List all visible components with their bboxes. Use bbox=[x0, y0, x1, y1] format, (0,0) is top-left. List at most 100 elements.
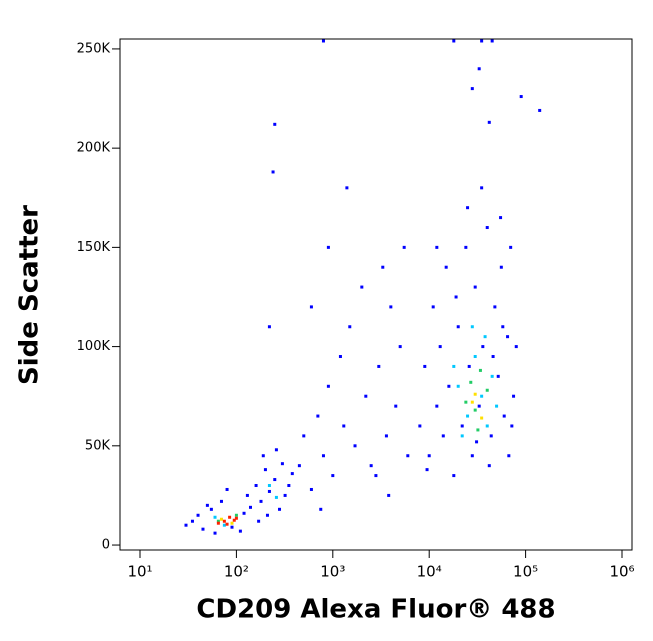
data-point bbox=[470, 400, 474, 404]
data-point bbox=[374, 474, 378, 478]
data-point bbox=[342, 424, 346, 428]
data-point bbox=[234, 513, 238, 517]
y-tick-label: 200K bbox=[77, 141, 111, 156]
x-tick-label: 10² bbox=[224, 563, 249, 581]
data-point bbox=[452, 364, 456, 368]
data-point bbox=[466, 414, 470, 418]
data-point bbox=[245, 493, 249, 497]
y-axis-title: Side Scatter bbox=[15, 205, 45, 385]
data-point bbox=[490, 39, 494, 43]
data-point bbox=[222, 519, 226, 523]
data-point bbox=[470, 87, 474, 91]
data-point bbox=[467, 364, 471, 368]
data-point bbox=[512, 394, 516, 398]
data-point bbox=[283, 493, 287, 497]
y-tick-label: 50K bbox=[85, 438, 111, 453]
data-point bbox=[280, 462, 284, 466]
x-tick-label: 10⁶ bbox=[609, 563, 634, 581]
data-point bbox=[427, 454, 431, 458]
data-point bbox=[234, 516, 238, 520]
data-point bbox=[495, 404, 499, 408]
data-point bbox=[480, 39, 484, 43]
data-point bbox=[261, 454, 265, 458]
data-point bbox=[254, 484, 258, 488]
data-point bbox=[196, 513, 200, 517]
data-point bbox=[369, 464, 373, 468]
data-point bbox=[514, 345, 518, 349]
data-point bbox=[225, 522, 229, 526]
data-point bbox=[321, 39, 325, 43]
data-point bbox=[257, 519, 261, 523]
data-point bbox=[496, 374, 500, 378]
data-point bbox=[381, 265, 385, 269]
data-point bbox=[456, 325, 460, 329]
data-point bbox=[456, 384, 460, 388]
data-point bbox=[480, 394, 484, 398]
data-point bbox=[438, 345, 442, 349]
data-point bbox=[473, 285, 477, 289]
data-point bbox=[213, 515, 217, 519]
data-point bbox=[460, 434, 464, 438]
data-point bbox=[473, 408, 477, 412]
data-point bbox=[452, 474, 456, 478]
data-point bbox=[418, 424, 422, 428]
data-point bbox=[259, 499, 263, 503]
data-point bbox=[499, 265, 503, 269]
data-point bbox=[444, 265, 448, 269]
data-point bbox=[477, 404, 481, 408]
data-point bbox=[435, 245, 439, 249]
data-point bbox=[384, 434, 388, 438]
data-point bbox=[271, 170, 275, 174]
data-point bbox=[321, 454, 325, 458]
data-point bbox=[485, 226, 489, 230]
data-point bbox=[326, 384, 330, 388]
data-point bbox=[402, 245, 406, 249]
data-point bbox=[290, 472, 294, 476]
data-point bbox=[499, 216, 503, 220]
x-tick-label: 10¹ bbox=[127, 563, 152, 581]
data-point bbox=[509, 245, 513, 249]
data-point bbox=[469, 380, 473, 384]
data-point bbox=[519, 95, 523, 99]
data-point bbox=[287, 484, 291, 488]
data-point bbox=[364, 394, 368, 398]
data-point bbox=[489, 434, 493, 438]
data-point bbox=[222, 523, 226, 527]
data-point bbox=[464, 245, 468, 249]
data-point bbox=[473, 392, 477, 396]
x-axis-title: CD209 Alexa Fluor® 488 bbox=[196, 595, 555, 625]
data-point bbox=[201, 527, 205, 531]
data-point bbox=[326, 245, 330, 249]
data-point bbox=[480, 186, 484, 190]
data-point bbox=[265, 513, 269, 517]
data-point bbox=[480, 416, 484, 420]
data-point bbox=[274, 495, 278, 499]
data-point bbox=[205, 503, 209, 507]
data-point bbox=[478, 368, 482, 372]
x-tick-label: 10³ bbox=[320, 563, 345, 581]
data-point bbox=[184, 523, 188, 527]
y-tick-label: 100K bbox=[77, 339, 111, 354]
data-point bbox=[485, 424, 489, 428]
data-point bbox=[263, 468, 267, 472]
data-point bbox=[348, 325, 352, 329]
data-point bbox=[331, 474, 335, 478]
data-point bbox=[232, 518, 236, 522]
data-point bbox=[238, 529, 242, 533]
data-point bbox=[441, 434, 445, 438]
data-point bbox=[481, 345, 485, 349]
data-point bbox=[219, 517, 223, 521]
data-point bbox=[274, 448, 278, 452]
data-point bbox=[228, 515, 232, 519]
data-point bbox=[297, 464, 301, 468]
data-point bbox=[267, 484, 271, 488]
data-point bbox=[487, 464, 491, 468]
data-point bbox=[216, 519, 220, 523]
data-point bbox=[209, 507, 213, 511]
data-point bbox=[483, 335, 487, 339]
data-point bbox=[316, 414, 320, 418]
y-tick-label: 150K bbox=[77, 240, 111, 255]
data-point bbox=[452, 39, 456, 43]
data-point bbox=[267, 325, 271, 329]
